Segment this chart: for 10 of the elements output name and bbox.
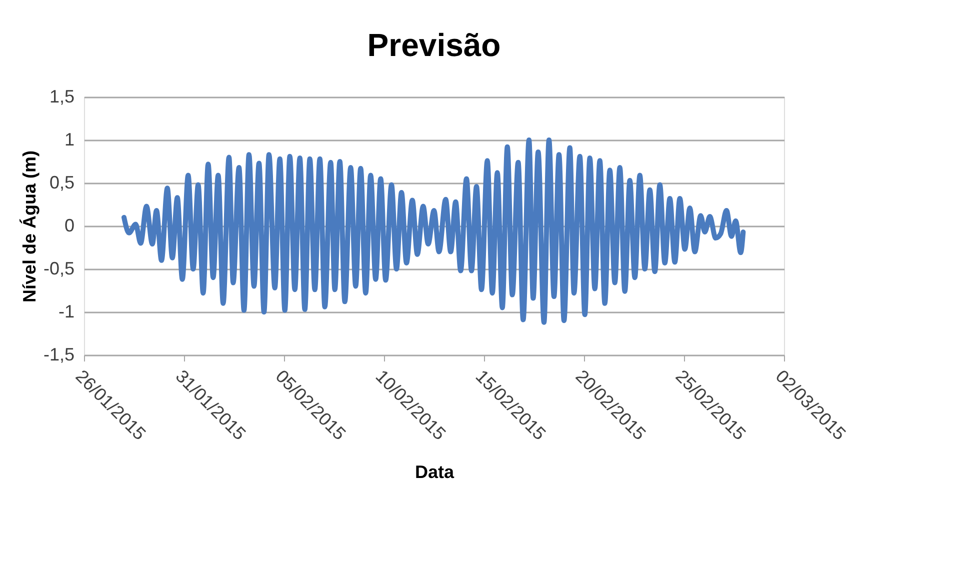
y-tick-label: -1	[58, 302, 74, 322]
y-tick-label: 1,5	[49, 86, 74, 106]
y-axis-title: Nível de Água (m)	[19, 150, 40, 303]
y-tick-label: 1	[64, 130, 74, 150]
chart-title: Previsão	[367, 27, 501, 63]
y-tick-label: 0	[64, 216, 74, 236]
x-axis-title: Data	[414, 462, 455, 482]
y-tick-label: -0,5	[43, 258, 74, 278]
y-tick-label: 0,5	[49, 172, 74, 192]
y-tick-label: -1,5	[43, 344, 74, 364]
